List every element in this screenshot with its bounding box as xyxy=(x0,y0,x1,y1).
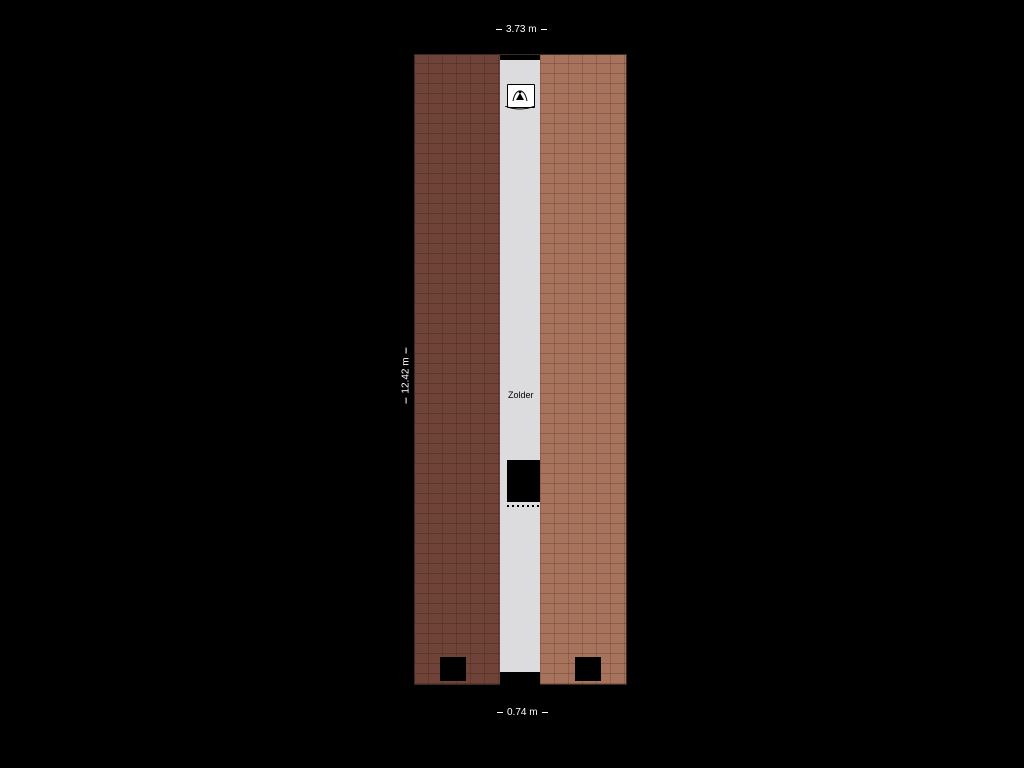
room-label-zolder: Zolder xyxy=(508,390,534,400)
notch-bottom-left xyxy=(440,657,466,681)
floorplan-canvas: 3.73 m 0.74 m 12.42 m Zolder xyxy=(0,0,1024,768)
corridor-bottom-gap xyxy=(500,672,540,685)
fixture-curve xyxy=(505,106,535,112)
dimension-left: 12.42 m xyxy=(401,347,412,403)
floor-hatch xyxy=(507,460,540,502)
dimension-left-text: 12.42 m xyxy=(401,357,412,393)
attic-floor xyxy=(500,60,540,680)
fixture-icon xyxy=(508,85,532,105)
dimension-bottom-text: 0.74 m xyxy=(507,707,538,718)
roof-left xyxy=(414,54,500,685)
dimension-bottom: 0.74 m xyxy=(497,707,548,718)
dimension-top-text: 3.73 m xyxy=(506,24,537,35)
wall-fixture xyxy=(507,84,535,108)
dimension-top: 3.73 m xyxy=(496,24,547,35)
floor-hatch-dotted-edge xyxy=(507,502,540,510)
notch-bottom-right xyxy=(575,657,601,681)
roof-right xyxy=(540,54,627,685)
